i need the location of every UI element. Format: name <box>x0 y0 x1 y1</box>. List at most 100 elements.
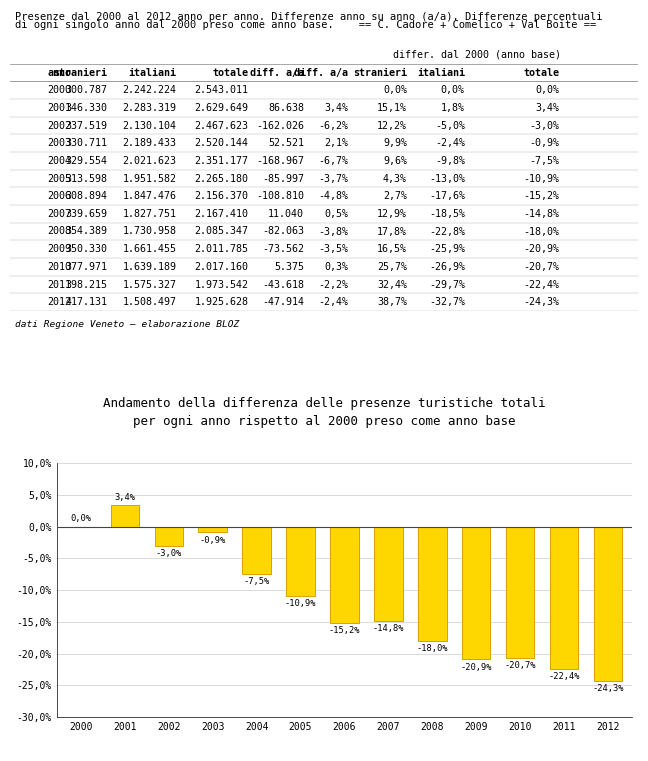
Text: 300.787: 300.787 <box>65 85 107 95</box>
Text: -82.063: -82.063 <box>262 227 304 237</box>
Bar <box>330 527 359 623</box>
Bar <box>594 527 622 681</box>
Text: -25,9%: -25,9% <box>429 244 465 254</box>
Text: 4,3%: 4,3% <box>383 174 407 183</box>
Text: 12,9%: 12,9% <box>377 209 407 219</box>
Text: 2004: 2004 <box>47 156 71 166</box>
Text: 2.520.144: 2.520.144 <box>194 139 249 148</box>
Text: 2,7%: 2,7% <box>383 191 407 201</box>
Text: -0,9%: -0,9% <box>200 536 226 545</box>
Text: -7,5%: -7,5% <box>529 156 560 166</box>
Text: dati Regione Veneto – elaborazione BLOZ: dati Regione Veneto – elaborazione BLOZ <box>15 320 239 329</box>
Text: 2011: 2011 <box>47 279 71 289</box>
Text: -22,4%: -22,4% <box>548 672 580 681</box>
Text: anno: anno <box>47 68 71 78</box>
Text: 308.894: 308.894 <box>65 191 107 201</box>
Text: -24,3%: -24,3% <box>592 684 623 693</box>
Text: 2.021.623: 2.021.623 <box>122 156 176 166</box>
Text: 3,4%: 3,4% <box>536 103 560 113</box>
Text: 2.283.319: 2.283.319 <box>122 103 176 113</box>
Text: -2,4%: -2,4% <box>318 297 348 307</box>
Text: 1.847.476: 1.847.476 <box>122 191 176 201</box>
Text: 2000: 2000 <box>47 85 71 95</box>
Bar <box>506 527 535 658</box>
Text: -5,0%: -5,0% <box>435 120 465 130</box>
Text: -18,0%: -18,0% <box>417 645 448 653</box>
Text: 25,7%: 25,7% <box>377 262 407 272</box>
Text: diff. a/a: diff. a/a <box>294 68 348 78</box>
Text: 86.638: 86.638 <box>268 103 304 113</box>
Text: -24,3%: -24,3% <box>524 297 560 307</box>
Text: -15,2%: -15,2% <box>329 626 360 635</box>
Text: 52.521: 52.521 <box>268 139 304 148</box>
Text: 354.389: 354.389 <box>65 227 107 237</box>
Text: -162.026: -162.026 <box>256 120 304 130</box>
Text: 9,9%: 9,9% <box>383 139 407 148</box>
Text: -13,0%: -13,0% <box>429 174 465 183</box>
Bar <box>242 527 271 575</box>
Text: -32,7%: -32,7% <box>429 297 465 307</box>
Text: 0,0%: 0,0% <box>441 85 465 95</box>
Text: 0,3%: 0,3% <box>324 262 348 272</box>
Text: 2009: 2009 <box>47 244 71 254</box>
Text: differ. dal 2000 (anno base): differ. dal 2000 (anno base) <box>393 49 561 60</box>
Text: -17,6%: -17,6% <box>429 191 465 201</box>
Text: di ogni singolo anno dal 2000 preso come anno base.    == C. Cadore + Comelico +: di ogni singolo anno dal 2000 preso come… <box>15 21 596 30</box>
Text: 0,0%: 0,0% <box>536 85 560 95</box>
Text: 350.330: 350.330 <box>65 244 107 254</box>
Text: stranieri: stranieri <box>53 68 107 78</box>
Text: -168.967: -168.967 <box>256 156 304 166</box>
Text: 346.330: 346.330 <box>65 103 107 113</box>
Text: 11.040: 11.040 <box>268 209 304 219</box>
Text: 337.519: 337.519 <box>65 120 107 130</box>
Text: -14,8%: -14,8% <box>373 624 404 633</box>
Text: 377.971: 377.971 <box>65 262 107 272</box>
Text: 17,8%: 17,8% <box>377 227 407 237</box>
Text: 2001: 2001 <box>47 103 71 113</box>
Text: -20,7%: -20,7% <box>524 262 560 272</box>
Text: -26,9%: -26,9% <box>429 262 465 272</box>
Text: 2007: 2007 <box>47 209 71 219</box>
Bar <box>198 527 227 533</box>
Text: -10,9%: -10,9% <box>524 174 560 183</box>
Text: 1.730.958: 1.730.958 <box>122 227 176 237</box>
Text: 330.711: 330.711 <box>65 139 107 148</box>
Text: 2.189.433: 2.189.433 <box>122 139 176 148</box>
Bar <box>286 527 315 596</box>
Text: 313.598: 313.598 <box>65 174 107 183</box>
Text: 329.554: 329.554 <box>65 156 107 166</box>
Text: -20,7%: -20,7% <box>504 661 536 670</box>
Text: -0,9%: -0,9% <box>529 139 560 148</box>
Text: 2008: 2008 <box>47 227 71 237</box>
Text: diff. a/a: diff. a/a <box>250 68 304 78</box>
Text: 3,4%: 3,4% <box>115 493 135 501</box>
Text: 1.973.542: 1.973.542 <box>194 279 249 289</box>
Text: -3,8%: -3,8% <box>318 227 348 237</box>
Text: 2.167.410: 2.167.410 <box>194 209 249 219</box>
Text: -4,8%: -4,8% <box>318 191 348 201</box>
Text: 32,4%: 32,4% <box>377 279 407 289</box>
Text: 1.639.189: 1.639.189 <box>122 262 176 272</box>
Text: -18,0%: -18,0% <box>524 227 560 237</box>
Text: -3,0%: -3,0% <box>529 120 560 130</box>
Text: 2.085.347: 2.085.347 <box>194 227 249 237</box>
Text: 1.661.455: 1.661.455 <box>122 244 176 254</box>
Text: 2.130.104: 2.130.104 <box>122 120 176 130</box>
Text: -29,7%: -29,7% <box>429 279 465 289</box>
Text: -6,2%: -6,2% <box>318 120 348 130</box>
Bar <box>154 527 183 546</box>
Text: -2,2%: -2,2% <box>318 279 348 289</box>
Text: 12,2%: 12,2% <box>377 120 407 130</box>
Text: 2002: 2002 <box>47 120 71 130</box>
Text: 417.131: 417.131 <box>65 297 107 307</box>
Text: 2.629.649: 2.629.649 <box>194 103 249 113</box>
Text: 2.242.224: 2.242.224 <box>122 85 176 95</box>
Text: 339.659: 339.659 <box>65 209 107 219</box>
Text: -47.914: -47.914 <box>262 297 304 307</box>
Text: -43.618: -43.618 <box>262 279 304 289</box>
Text: 3,4%: 3,4% <box>324 103 348 113</box>
Text: 2.467.623: 2.467.623 <box>194 120 249 130</box>
Text: 1.925.628: 1.925.628 <box>194 297 249 307</box>
Text: 0,5%: 0,5% <box>324 209 348 219</box>
Text: -85.997: -85.997 <box>262 174 304 183</box>
